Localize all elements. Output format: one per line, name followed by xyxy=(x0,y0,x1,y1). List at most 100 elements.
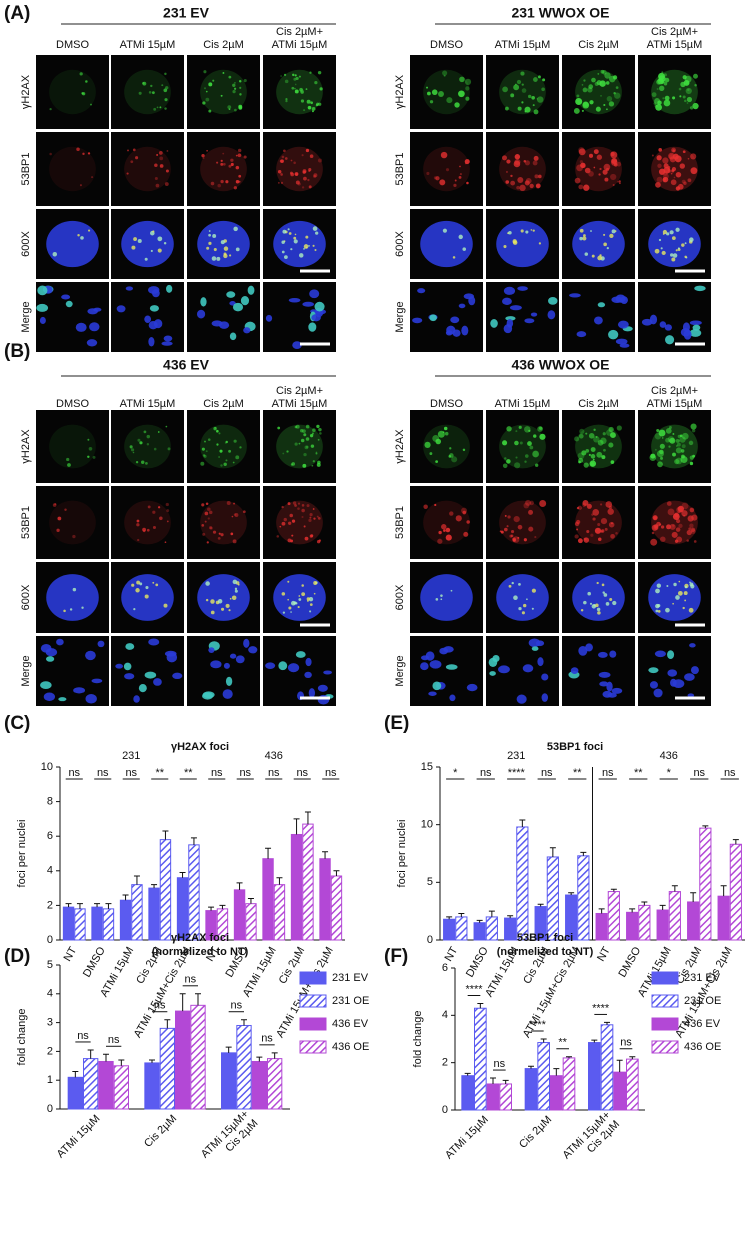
significance: ns xyxy=(261,1033,273,1045)
bar xyxy=(236,1024,252,1110)
y-tick-label: 6 xyxy=(47,830,53,842)
legend-swatch xyxy=(299,1040,327,1054)
row-label: γH2AX xyxy=(394,429,406,464)
bar xyxy=(159,1027,176,1110)
significance: ns xyxy=(154,1000,166,1012)
error-bar xyxy=(256,1056,263,1062)
y-axis-label: fold change xyxy=(16,1009,28,1066)
significance: ns xyxy=(125,767,137,779)
column-label: Cis 2µM xyxy=(203,39,244,51)
significance: **** xyxy=(592,1002,610,1014)
significance: ns xyxy=(693,767,705,779)
column-label: ATMi 15µM xyxy=(647,398,703,410)
legend-label: 436 OE xyxy=(684,1041,721,1053)
significance: ns xyxy=(68,767,80,779)
bar xyxy=(474,1007,487,1111)
micrograph xyxy=(638,282,711,352)
panel-label: (B) xyxy=(4,341,30,362)
micrograph xyxy=(111,486,184,559)
error-bar xyxy=(616,1059,623,1073)
error-bar xyxy=(591,1039,598,1043)
column-label: DMSO xyxy=(56,398,89,410)
column-label: ATMi 15µM xyxy=(647,39,703,51)
significance: **** xyxy=(465,983,483,995)
error-bar xyxy=(333,870,340,876)
y-tick-label: 8 xyxy=(47,796,53,808)
error-bar xyxy=(671,885,678,892)
bar xyxy=(461,1075,475,1111)
chart-title: 53BP1 foci xyxy=(517,932,573,944)
error-bar xyxy=(659,904,666,911)
block-title: 231 WWOX OE xyxy=(511,5,609,21)
significance: ** xyxy=(634,767,643,779)
error-bar xyxy=(195,993,201,1006)
significance: ns xyxy=(494,1058,506,1070)
micrograph xyxy=(486,486,559,559)
error-bar xyxy=(162,830,169,840)
error-bar xyxy=(190,837,197,845)
bar xyxy=(267,1058,283,1110)
micrograph xyxy=(187,132,260,206)
column-label: Cis 2µM+ xyxy=(651,26,698,38)
legend-label: 436 OE xyxy=(332,1041,369,1053)
error-bar xyxy=(732,839,739,845)
micrograph xyxy=(187,486,260,559)
significance: ns xyxy=(602,767,614,779)
chart-label: (D) xyxy=(4,946,30,967)
significance: ** xyxy=(184,767,193,779)
legend-swatch xyxy=(651,1040,679,1054)
y-tick-label: 2 xyxy=(47,899,53,911)
micrograph xyxy=(36,410,109,483)
micrograph xyxy=(486,209,559,279)
bar xyxy=(455,916,468,941)
micrograph xyxy=(410,410,483,483)
chart-title: (normelized to NT) xyxy=(152,946,249,958)
micrograph xyxy=(36,209,109,279)
bar xyxy=(443,918,456,941)
bar xyxy=(188,844,200,941)
bar xyxy=(729,843,742,941)
micrograph xyxy=(486,410,559,483)
x-tick-label: ATMi 15µM xyxy=(55,1113,103,1161)
significance: ns xyxy=(325,767,337,779)
error-bar xyxy=(225,1046,232,1053)
micrograph xyxy=(486,132,559,206)
significance: ns xyxy=(541,767,553,779)
bar xyxy=(562,1057,576,1111)
error-bar xyxy=(446,916,453,920)
chart-label: (F) xyxy=(384,946,408,967)
micrograph xyxy=(410,55,483,129)
micrograph xyxy=(187,562,260,633)
chart-label: (C) xyxy=(4,713,30,734)
bar xyxy=(595,912,608,941)
micrograph xyxy=(187,410,260,483)
chart-label: (E) xyxy=(384,713,409,734)
micrograph xyxy=(562,410,635,483)
bar xyxy=(613,1071,626,1111)
significance: ns xyxy=(239,767,251,779)
bar xyxy=(319,858,331,941)
bar xyxy=(577,855,590,941)
legend-swatch xyxy=(299,971,327,985)
x-tick-label: NT xyxy=(62,945,80,964)
significance: ns xyxy=(231,1000,243,1012)
error-bar xyxy=(507,915,514,919)
group-label: 436 xyxy=(660,750,678,762)
error-bar xyxy=(458,912,465,917)
bar xyxy=(175,1010,191,1110)
group-label: 231 xyxy=(122,750,140,762)
significance: **** xyxy=(508,767,526,779)
micrograph xyxy=(111,282,184,352)
y-tick-label: 5 xyxy=(47,959,53,971)
column-label: DMSO xyxy=(430,39,463,51)
bar xyxy=(330,875,343,941)
error-bar xyxy=(598,908,605,914)
column-label: Cis 2µM xyxy=(578,39,619,51)
bar xyxy=(144,1062,160,1110)
bar xyxy=(485,916,498,941)
micrograph xyxy=(638,486,711,559)
micrograph xyxy=(486,55,559,129)
column-label: Cis 2µM xyxy=(578,398,619,410)
micrograph xyxy=(410,562,483,633)
significance: ns xyxy=(296,767,308,779)
